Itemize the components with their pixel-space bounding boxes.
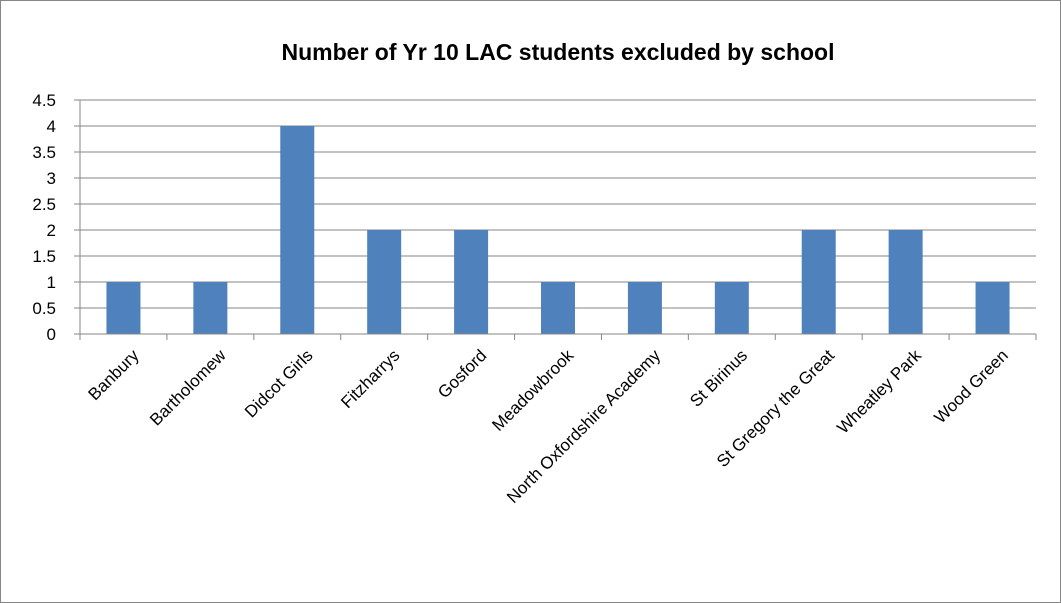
bar xyxy=(888,230,923,334)
bar xyxy=(541,282,575,334)
x-category-label: Didcot Girls xyxy=(241,346,317,422)
bars xyxy=(106,126,1010,334)
bar xyxy=(367,230,402,334)
x-category-label: Gosford xyxy=(434,346,490,402)
y-axis-ticks: 0 0.5 1 1.5 2 2.5 3 3.5 4 4.5 xyxy=(32,91,80,344)
x-category-label: Bartholomew xyxy=(146,345,230,429)
y-tick-label: 2 xyxy=(47,221,56,240)
x-category-label: Wood Green xyxy=(930,346,1011,427)
x-category-label: Wheatley Park xyxy=(833,346,925,438)
bar xyxy=(280,126,315,334)
x-axis-labels: Banbury Bartholomew Didcot Girls Fitzharrys… xyxy=(85,345,1012,507)
x-category-label: North Oxfordshire Academy xyxy=(503,346,664,507)
x-category-label: Banbury xyxy=(85,346,144,405)
y-tick-label: 0.5 xyxy=(32,299,56,318)
x-category-label: St Birinus xyxy=(686,346,751,411)
bar xyxy=(106,282,141,334)
chart-title: Number of Yr 10 LAC students excluded by… xyxy=(282,39,835,65)
axes xyxy=(79,100,1037,340)
y-tick-label: 3 xyxy=(47,169,56,188)
x-category-label: Fitzharrys xyxy=(337,346,403,412)
bar xyxy=(454,230,489,334)
y-tick-label: 1 xyxy=(47,273,56,292)
bar xyxy=(975,282,1010,334)
y-tick-label: 2.5 xyxy=(32,195,56,214)
gridlines xyxy=(80,99,1036,309)
y-tick-label: 3.5 xyxy=(32,143,56,162)
y-tick-label: 4 xyxy=(47,117,56,136)
y-tick-label: 4.5 xyxy=(32,91,56,110)
bar xyxy=(801,230,836,334)
x-category-label: Meadowbrook xyxy=(488,346,577,435)
y-tick-label: 0 xyxy=(47,325,56,344)
bar xyxy=(193,282,228,334)
bar xyxy=(714,282,749,334)
bar xyxy=(627,282,662,334)
y-tick-label: 1.5 xyxy=(32,247,56,266)
